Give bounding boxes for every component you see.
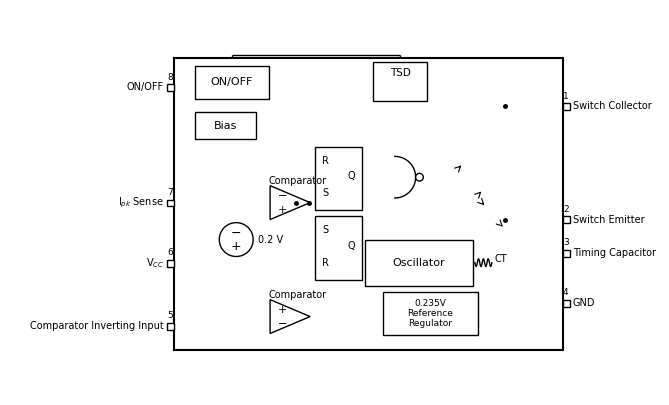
- Text: 7: 7: [167, 188, 173, 197]
- Text: ON/OFF: ON/OFF: [126, 82, 164, 92]
- Bar: [195, 112, 256, 139]
- Text: Q: Q: [348, 171, 355, 181]
- Bar: [195, 66, 268, 99]
- Text: V$_{CC}$: V$_{CC}$: [146, 256, 164, 270]
- Text: 0.235V
Reference
Regulator: 0.235V Reference Regulator: [407, 298, 453, 328]
- Text: −: −: [278, 192, 287, 201]
- Text: +: +: [231, 240, 242, 253]
- Bar: [314, 216, 363, 279]
- Text: 6: 6: [167, 248, 173, 257]
- Text: R: R: [322, 156, 329, 166]
- Text: TSD: TSD: [390, 68, 411, 78]
- Text: 8: 8: [167, 73, 173, 82]
- Text: Comparator Inverting Input: Comparator Inverting Input: [30, 321, 164, 331]
- Text: 0.2 V: 0.2 V: [258, 234, 283, 245]
- Text: S: S: [322, 225, 328, 235]
- Bar: [167, 84, 174, 91]
- Text: Comparator: Comparator: [268, 290, 326, 300]
- Text: R: R: [322, 258, 329, 268]
- Text: Bias: Bias: [214, 121, 237, 130]
- Text: Switch Collector: Switch Collector: [573, 101, 652, 111]
- Text: 2: 2: [563, 205, 569, 214]
- Bar: [563, 249, 569, 256]
- Bar: [373, 62, 427, 101]
- Text: CT: CT: [494, 254, 507, 264]
- Text: +: +: [278, 305, 287, 315]
- Bar: [314, 147, 363, 210]
- Text: Switch Emitter: Switch Emitter: [573, 215, 644, 224]
- Text: Comparator: Comparator: [268, 176, 326, 186]
- Text: S: S: [322, 188, 328, 198]
- Text: −: −: [278, 319, 287, 329]
- Bar: [365, 240, 474, 286]
- Text: +: +: [278, 205, 287, 215]
- Bar: [563, 216, 569, 224]
- Text: 4: 4: [563, 288, 569, 297]
- Text: Timing Capacitor: Timing Capacitor: [573, 247, 656, 258]
- Text: 5: 5: [167, 311, 173, 320]
- Bar: [563, 300, 569, 307]
- Text: GND: GND: [573, 298, 595, 308]
- Bar: [563, 103, 569, 110]
- Text: Q: Q: [348, 241, 355, 251]
- Bar: [167, 323, 174, 330]
- Text: I$_{pk}$ Sense: I$_{pk}$ Sense: [118, 195, 164, 210]
- Bar: [167, 200, 174, 207]
- Bar: [383, 292, 478, 335]
- Circle shape: [415, 173, 423, 181]
- Text: 3: 3: [563, 238, 569, 247]
- Text: Oscillator: Oscillator: [393, 258, 445, 268]
- Bar: [174, 58, 563, 350]
- Text: −: −: [231, 227, 242, 240]
- Bar: [167, 260, 174, 266]
- Text: 1: 1: [563, 92, 569, 101]
- Text: ON/OFF: ON/OFF: [211, 77, 253, 87]
